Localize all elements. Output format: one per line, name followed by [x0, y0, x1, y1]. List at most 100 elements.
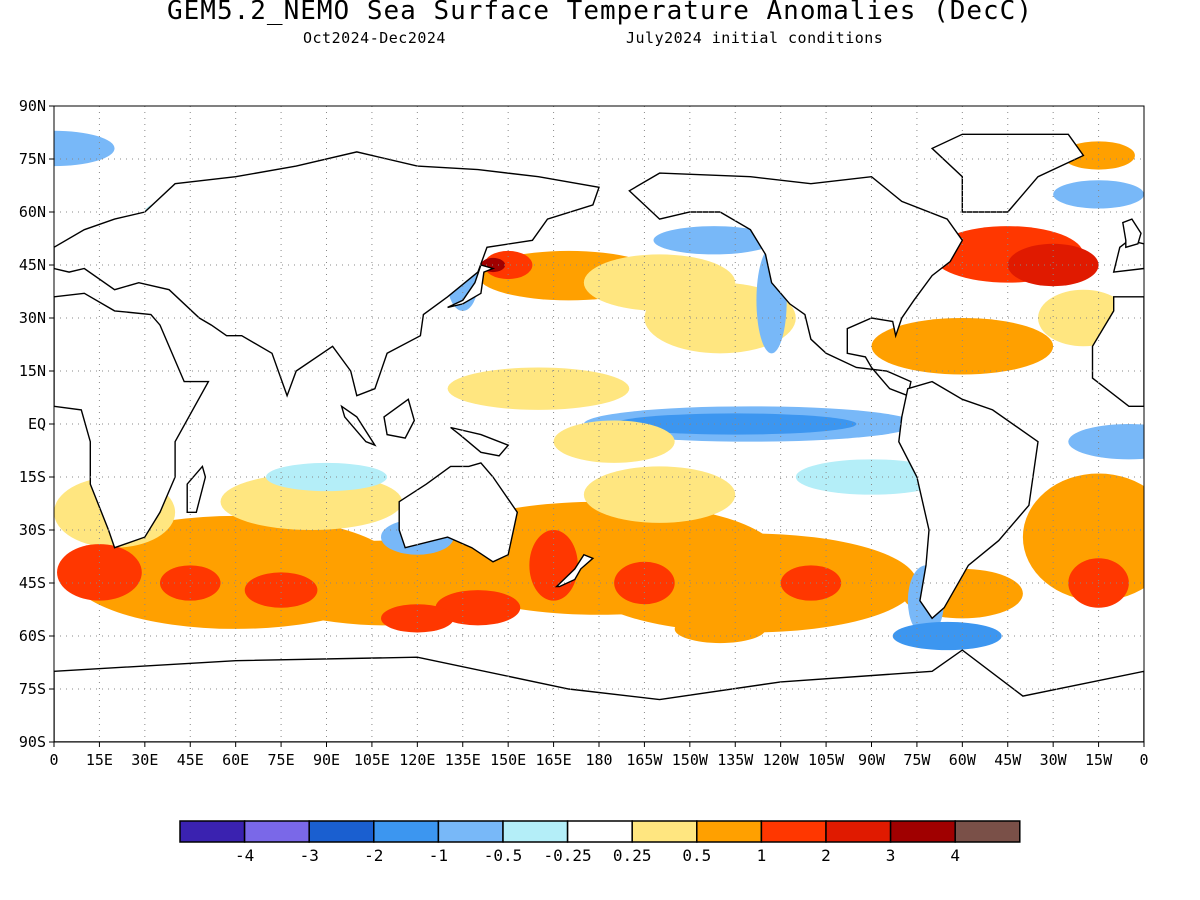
chart-title: GEM5.2_NEMO Sea Surface Temperature Anom…: [167, 0, 1033, 26]
landmass-japan: [447, 264, 496, 309]
colorbar-swatch: [373, 820, 440, 843]
lat-tick-label: 90N: [19, 97, 46, 115]
anomaly-region-10: [244, 572, 318, 608]
colorbar-swatch: [566, 820, 633, 843]
anomaly-region-44: [1068, 424, 1144, 460]
anomaly-region-24: [483, 250, 533, 280]
landmass-south-america: [898, 380, 1039, 620]
landmass-madagascar: [186, 464, 207, 513]
lat-tick-label: 75N: [19, 150, 46, 168]
landmass-africa-west: [1091, 296, 1144, 407]
lat-tick-label: EQ: [28, 415, 46, 433]
lon-tick-label: 60E: [222, 751, 249, 769]
lon-tick-label: 105E: [354, 751, 390, 769]
lon-tick-label: 75W: [903, 751, 931, 769]
colorbar-label: -2: [364, 846, 383, 865]
lon-tick-label: 30E: [131, 751, 158, 769]
lat-tick-label: 15N: [19, 362, 46, 380]
anomaly-region-13: [614, 561, 675, 605]
anomaly-region-36: [1053, 180, 1144, 209]
lat-tick-label: 45S: [19, 574, 46, 592]
colorbar-swatch: [889, 820, 956, 843]
anomaly-region-9: [159, 565, 221, 601]
colorbar-swatch: [631, 820, 698, 843]
anomaly-region-42: [892, 621, 1002, 651]
anomaly-region-8: [57, 544, 142, 601]
anomaly-region-29: [553, 420, 675, 463]
anomaly-region-18: [674, 614, 766, 644]
colorbar-swatch: [696, 820, 763, 843]
anomaly-region-21: [795, 459, 948, 495]
colorbar-swatch: [760, 820, 827, 843]
longitude-axis: 0 15E 30E 45E 60E 75E 90E 105E 120E 135E 150E 165E 1…: [49, 742, 1149, 769]
landmass-borneo: [383, 398, 416, 439]
lon-tick-label: 30W: [1040, 751, 1068, 769]
landmass-eurasia: [54, 151, 600, 398]
lon-tick-label: 120W: [763, 751, 800, 769]
graticule: [54, 106, 1144, 742]
lon-tick-label: 165W: [626, 751, 663, 769]
lon-tick-label: 60W: [949, 751, 977, 769]
lon-tick-label: 15E: [86, 751, 113, 769]
lon-tick-label: 15W: [1085, 751, 1113, 769]
lat-tick-label: 30N: [19, 309, 46, 327]
colorbar-label: 3: [886, 846, 896, 865]
anomaly-region-12: [529, 530, 578, 601]
lon-tick-label: 105W: [808, 751, 845, 769]
lat-tick-label: 30S: [19, 521, 46, 539]
coastlines: [54, 133, 1144, 742]
anomaly-region-39: [653, 226, 775, 255]
anomaly-region-22: [265, 462, 388, 492]
anomaly-region-17: [381, 604, 454, 633]
anomaly-region-28: [447, 367, 630, 410]
landmass-new-guinea: [450, 426, 510, 457]
colorbar-label: -1: [429, 846, 448, 865]
lat-tick-label: 60N: [19, 203, 46, 221]
anomaly-region-34: [54, 130, 115, 167]
colorbar-label: -0.25: [544, 846, 592, 865]
lon-tick-label: 150E: [490, 751, 526, 769]
lon-tick-label: 135W: [717, 751, 754, 769]
colorbar-swatch: [308, 820, 375, 843]
colorbar-label: 4: [950, 846, 960, 865]
lon-tick-label: 180: [585, 751, 612, 769]
lon-tick-label: 150W: [672, 751, 709, 769]
lat-tick-label: 75S: [19, 680, 46, 698]
anomaly-region-11: [435, 590, 521, 626]
lon-tick-label: 0: [49, 751, 58, 769]
anomaly-region-7: [583, 466, 736, 523]
colorbar-swatch: [179, 820, 246, 843]
landmass-new-zealand: [554, 553, 595, 588]
colorbar-swatch: [502, 820, 569, 843]
colorbar-label: -3: [300, 846, 319, 865]
colorbar-label: 0.5: [682, 846, 711, 865]
landmass-uk: [1122, 218, 1142, 249]
colorbar-swatch: [243, 820, 310, 843]
landmass-australia: [398, 462, 519, 563]
lon-tick-label: 45E: [177, 751, 204, 769]
colorbar-label: 0.25: [613, 846, 652, 865]
lon-tick-label: 45W: [994, 751, 1022, 769]
colorbar-label: -4: [235, 846, 254, 865]
colorbar: -4 -3 -2 -1 -0.5 -0.25 0.25 0.5 1 2 3 4: [179, 820, 1021, 865]
colorbar-swatch: [825, 820, 892, 843]
lon-tick-label: 75E: [268, 751, 295, 769]
lon-tick-label: 165E: [536, 751, 572, 769]
anomaly-region-37: [1062, 141, 1135, 170]
colorbar-label: -0.5: [484, 846, 523, 865]
colorbar-label: 2: [821, 846, 831, 865]
lat-tick-label: 90S: [19, 733, 46, 751]
forecast-period: Oct2024-Dec2024: [303, 29, 446, 47]
landmass-antarctica: [54, 649, 1144, 742]
lon-tick-label: 120E: [399, 751, 435, 769]
colorbar-swatch: [437, 820, 504, 843]
initial-conditions: July2024 initial conditions: [626, 29, 884, 47]
lat-tick-label: 60S: [19, 627, 46, 645]
lon-tick-label: 0: [1139, 751, 1148, 769]
colorbar-label: 1: [757, 846, 767, 865]
landmass-sumatra: [340, 404, 377, 447]
colorbar-swatch: [954, 820, 1021, 843]
lon-tick-label: 135E: [445, 751, 481, 769]
landmass-north-america: [628, 172, 964, 397]
